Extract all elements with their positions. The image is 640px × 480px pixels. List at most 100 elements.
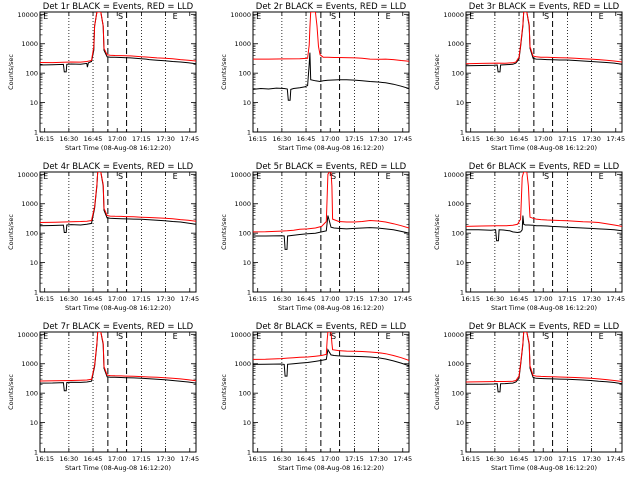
y-tick-label: 1 [460, 449, 464, 457]
x-axis-label: Start Time (08-Aug-08 16:12:20) [278, 304, 384, 312]
y-tick-label: 1 [247, 129, 251, 137]
x-tick-label: 16:45 [510, 295, 529, 303]
x-tick-label: 17:30 [369, 455, 388, 463]
y-tick-label: 1000 [234, 360, 251, 368]
y-tick-label: 1000 [447, 40, 464, 48]
y-tick-label: 1000 [447, 360, 464, 368]
y-tick-label: 100 [452, 70, 464, 78]
series-line-events-black [253, 52, 409, 101]
plot-frame [39, 331, 197, 453]
y-tick-label: 10000 [230, 11, 251, 19]
x-tick-label: 17:30 [156, 135, 175, 143]
chart-panel-det1: Det 1r BLACK = Events, RED = LLD 1 10 100 10… [7, 2, 199, 152]
x-tick-label: 17:30 [156, 455, 175, 463]
y-tick-label: 100 [239, 390, 251, 398]
x-axis-label: Start Time (08-Aug-08 16:12:20) [491, 144, 597, 152]
x-tick-label: 17:15 [558, 135, 577, 143]
x-tick-label: 17:30 [156, 295, 175, 303]
x-tick-label: 17:45 [180, 135, 199, 143]
interval-marker-s: S [118, 172, 123, 181]
series-line-lld-red [253, 332, 409, 361]
y-tick-label: 1000 [447, 200, 464, 208]
y-tick-label: 10000 [443, 11, 464, 19]
x-tick-label: 17:30 [582, 135, 601, 143]
chart-title: Det 2r BLACK = Events, RED = LLD [256, 2, 407, 12]
x-tick-label: 17:15 [132, 295, 151, 303]
series-line-lld-red [466, 12, 622, 65]
x-axis-label: Start Time (08-Aug-08 16:12:20) [278, 464, 384, 472]
interval-marker-e: E [173, 12, 178, 21]
series-line-lld-red [466, 172, 622, 227]
y-tick-label: 1 [460, 129, 464, 137]
x-axis-label: Start Time (08-Aug-08 16:12:20) [278, 144, 384, 152]
x-tick-label: 17:45 [393, 455, 412, 463]
x-tick-label: 17:15 [558, 455, 577, 463]
y-tick-label: 1 [247, 449, 251, 457]
series-line-events-black [253, 215, 409, 250]
y-tick-label: 10 [30, 99, 38, 107]
x-tick-label: 17:15 [345, 455, 364, 463]
series-line-events-black [466, 215, 622, 242]
x-tick-label: 16:15 [35, 455, 54, 463]
x-axis-label: Start Time (08-Aug-08 16:12:20) [491, 464, 597, 472]
x-tick-label: 17:45 [606, 135, 625, 143]
y-tick-label: 10000 [17, 11, 38, 19]
interval-marker-s: S [544, 172, 549, 181]
series-line-lld-red [40, 172, 196, 223]
y-tick-label: 1000 [234, 40, 251, 48]
x-tick-label: 16:30 [59, 295, 78, 303]
y-tick-label: 1 [460, 289, 464, 297]
interval-marker-e: E [599, 12, 604, 21]
y-tick-label: 10 [243, 419, 251, 427]
interval-marker-e: E [386, 12, 391, 21]
chart-title: Det 3r BLACK = Events, RED = LLD [469, 2, 620, 12]
chart-title: Det 7r BLACK = Events, RED = LLD [43, 322, 194, 332]
y-tick-label: 100 [452, 390, 464, 398]
interval-marker-e: E [386, 172, 391, 181]
x-tick-label: 16:45 [510, 135, 529, 143]
x-tick-label: 16:30 [272, 295, 291, 303]
y-tick-label: 1 [247, 289, 251, 297]
x-axis-label: Start Time (08-Aug-08 16:12:20) [65, 144, 171, 152]
x-tick-label: 17:30 [582, 455, 601, 463]
chart-title: Det 6r BLACK = Events, RED = LLD [469, 162, 620, 172]
x-tick-label: 16:45 [297, 455, 316, 463]
y-tick-label: 10 [456, 99, 464, 107]
y-tick-label: 10000 [17, 331, 38, 339]
interval-marker-e: E [469, 172, 474, 181]
x-tick-label: 16:45 [297, 135, 316, 143]
x-axis-label: Start Time (08-Aug-08 16:12:20) [65, 304, 171, 312]
x-tick-label: 16:15 [248, 295, 267, 303]
series-line-lld-red [253, 172, 409, 233]
y-tick-label: 1 [34, 449, 38, 457]
interval-marker-s: S [331, 12, 336, 21]
plot-frame [252, 171, 410, 293]
x-axis-label: Start Time (08-Aug-08 16:12:20) [491, 304, 597, 312]
plot-frame [252, 331, 410, 453]
chart-panel-det7: Det 7r BLACK = Events, RED = LLD 1 10 100 10… [7, 322, 199, 472]
interval-marker-e: E [469, 12, 474, 21]
chart-title: Det 5r BLACK = Events, RED = LLD [256, 162, 407, 172]
x-tick-label: 16:15 [248, 135, 267, 143]
interval-marker-e: E [256, 12, 261, 21]
x-tick-label: 16:30 [485, 295, 504, 303]
x-tick-label: 16:15 [35, 135, 54, 143]
plot-frame [39, 11, 197, 133]
interval-marker-e: E [173, 172, 178, 181]
x-tick-label: 17:15 [132, 455, 151, 463]
chart-panel-det4: Det 4r BLACK = Events, RED = LLD 1 10 100 10… [7, 162, 199, 312]
y-tick-label: 10000 [230, 171, 251, 179]
plot-frame [465, 331, 623, 453]
x-tick-label: 17:00 [534, 295, 553, 303]
interval-marker-s: S [544, 12, 549, 21]
x-tick-label: 17:45 [180, 455, 199, 463]
interval-marker-e: E [173, 332, 178, 341]
x-tick-label: 17:30 [369, 135, 388, 143]
y-tick-label: 10 [243, 259, 251, 267]
chart-panel-det8: Det 8r BLACK = Events, RED = LLD 1 10 100 10… [220, 322, 412, 472]
x-tick-label: 16:30 [272, 455, 291, 463]
y-tick-label: 100 [239, 70, 251, 78]
chart-title: Det 8r BLACK = Events, RED = LLD [256, 322, 407, 332]
interval-marker-e: E [43, 172, 48, 181]
